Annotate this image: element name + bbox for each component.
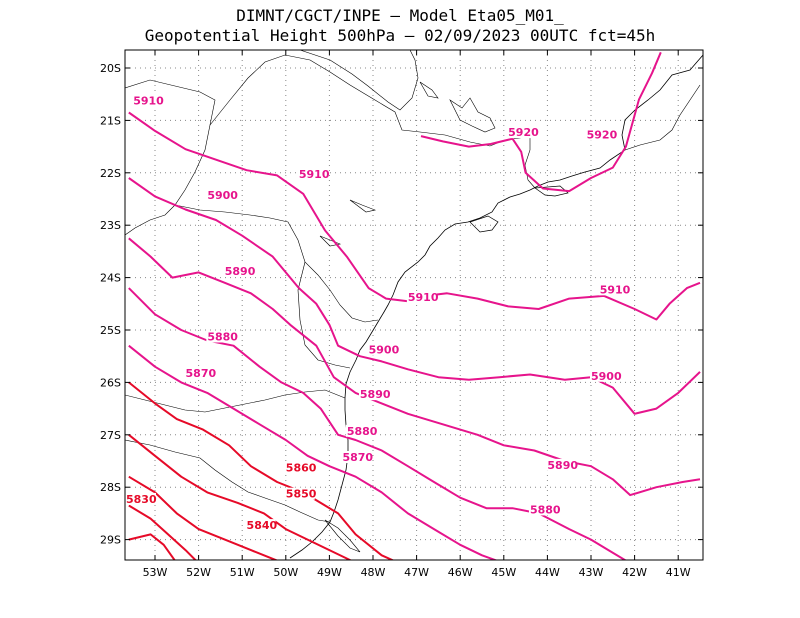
lon-tick-label: 53W <box>143 566 168 579</box>
title-line-1: DIMNT/CGCT/INPE — Model Eta05_M01_ <box>236 6 564 25</box>
contour-label-bg <box>284 461 315 474</box>
contour-label-bg <box>546 458 577 471</box>
contour-label: 5920 <box>508 126 539 139</box>
contour-label: 5920 <box>587 129 618 142</box>
contour-5920 <box>420 51 662 193</box>
lon-tick-label: 48W <box>361 566 386 579</box>
state-border <box>125 79 216 236</box>
lat-tick-label: 28S <box>100 481 121 494</box>
title-line-2: Geopotential Height 500hPa — 02/09/2023 … <box>144 26 656 45</box>
contour-label-bg <box>206 330 237 343</box>
contour-label-bg <box>297 168 328 181</box>
contour-label: 5890 <box>225 265 256 278</box>
contour-label-bg <box>598 283 629 296</box>
contour-label: 5870 <box>342 451 373 464</box>
contour-5830 <box>128 504 197 560</box>
lat-tick-label: 23S <box>100 219 121 232</box>
contour-5890 <box>128 237 701 497</box>
state-border <box>524 135 536 189</box>
lon-tick-label: 43W <box>579 566 604 579</box>
contour-5820 <box>128 533 176 560</box>
contour-label: 5830 <box>126 493 157 506</box>
lon-tick-label: 49W <box>317 566 342 579</box>
contour-5840 <box>128 475 279 560</box>
plot-frame <box>124 49 704 561</box>
contour-5870 <box>128 344 498 560</box>
contour-label-bg <box>406 291 437 304</box>
contour-label-bg <box>284 487 315 500</box>
state-border <box>624 84 701 151</box>
contour-label-bg <box>206 189 237 201</box>
contour-label-bg <box>126 492 156 505</box>
contour-label-bg <box>341 451 372 463</box>
contour-label-bg <box>590 369 620 382</box>
axis-ticks: 20S 21S 22S 23S 24S 25S 26S 27S 28S 29S 53W 52W 51W 5… <box>100 50 703 579</box>
contour-label: 5910 <box>408 291 439 304</box>
contour-label-bg <box>367 343 398 356</box>
contour-label: 5880 <box>207 330 238 343</box>
lat-tick-label: 29S <box>100 534 121 547</box>
contour-label: 5910 <box>133 95 164 108</box>
contour-label-bg <box>184 367 215 380</box>
contour-label: 5890 <box>547 459 578 472</box>
lon-tick-label: 50W <box>273 566 298 579</box>
contour-label: 5900 <box>591 370 622 383</box>
lon-tick-label: 46W <box>448 566 473 579</box>
contour-label: 5860 <box>286 461 317 474</box>
reservoir <box>349 199 377 213</box>
contour-label: 5870 <box>186 367 217 380</box>
contour-label-bg <box>358 388 389 401</box>
lon-tick-label: 47W <box>404 566 429 579</box>
contour-5900 <box>128 177 701 415</box>
lat-tick-label: 20S <box>100 62 121 75</box>
contour-label-bg <box>528 503 559 516</box>
contour-label: 5900 <box>207 189 238 202</box>
contour-label-bg <box>245 519 276 532</box>
lat-tick-label: 24S <box>100 272 121 285</box>
contour-label: 5890 <box>360 388 391 401</box>
contour-label: 5880 <box>530 503 561 516</box>
bay-outline <box>469 215 499 233</box>
lon-tick-label: 44W <box>535 566 560 579</box>
contour-5850 <box>128 434 354 560</box>
lat-tick-label: 27S <box>100 429 121 442</box>
state-border <box>125 389 346 413</box>
contour-5860 <box>128 381 395 560</box>
contour-5880 <box>128 287 627 560</box>
contour-label-bg <box>132 94 163 107</box>
lat-tick-label: 26S <box>100 376 121 389</box>
lat-tick-label: 21S <box>100 114 121 127</box>
state-border <box>125 439 331 523</box>
bay-outline <box>534 185 569 197</box>
reservoir <box>319 235 342 247</box>
state-border <box>209 54 531 147</box>
contour-label: 5910 <box>600 283 631 296</box>
contour-label: 5880 <box>347 425 378 438</box>
contour-label: 5840 <box>247 519 278 532</box>
state-border <box>174 204 379 323</box>
contour-label: 5900 <box>369 344 400 357</box>
contour-label: 5910 <box>299 168 330 181</box>
lon-tick-label: 51W <box>230 566 255 579</box>
contour-label-bg <box>345 424 376 437</box>
lon-tick-label: 41W <box>666 566 691 579</box>
lon-tick-label: 42W <box>622 566 647 579</box>
contour-label-bg <box>507 126 538 139</box>
reservoir <box>419 81 439 99</box>
contour-label-bg <box>223 264 254 277</box>
contour-label-bg <box>585 128 616 141</box>
state-border <box>299 50 419 111</box>
contour-labels: 5920 5920 5910 5910 5910 5910 5900 5900 5900 5890… <box>126 94 631 532</box>
contour-label: 5850 <box>286 488 317 501</box>
lon-tick-label: 45W <box>491 566 516 579</box>
lat-tick-label: 22S <box>100 167 121 180</box>
lat-tick-label: 25S <box>100 324 121 337</box>
lon-tick-label: 52W <box>186 566 211 579</box>
lagoon <box>324 519 361 553</box>
state-border <box>297 261 351 369</box>
reservoir <box>449 97 496 133</box>
